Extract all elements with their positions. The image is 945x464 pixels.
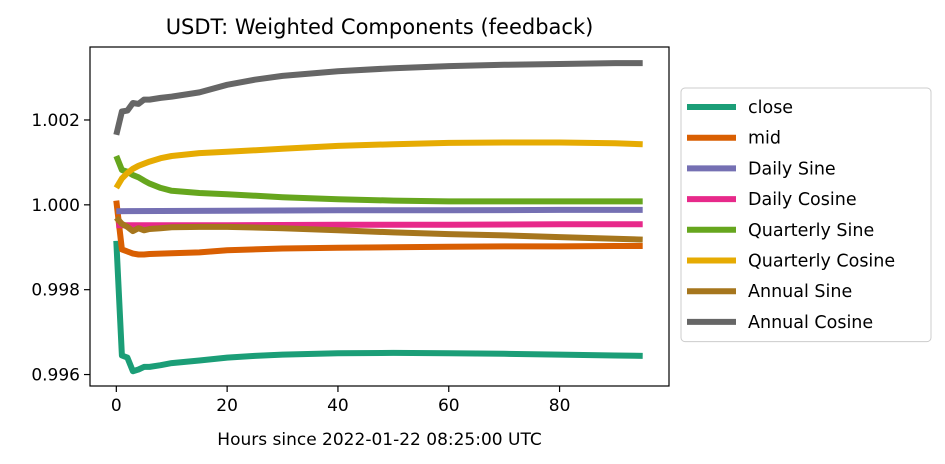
series-line-6 xyxy=(114,215,643,243)
series-line-1 xyxy=(113,200,643,258)
y-tick-label: 0.998 xyxy=(31,281,80,301)
x-axis-label: Hours since 2022-01-22 08:25:00 UTC xyxy=(217,430,541,450)
legend-box xyxy=(680,87,932,343)
x-tick-label: 0 xyxy=(111,396,122,416)
x-tick-label: 60 xyxy=(438,396,460,416)
y-axis: 0.996 0.998 1.000 1.002 xyxy=(31,111,90,386)
legend-label-3: Daily Cosine xyxy=(748,190,857,210)
x-tick-label: 80 xyxy=(549,396,571,416)
legend: close mid Daily Sine Daily Cosine Quarterly … xyxy=(680,87,932,343)
chart-title: USDT: Weighted Components (feedback) xyxy=(166,15,594,39)
x-tick-label: 20 xyxy=(216,396,238,416)
legend-label-6: Annual Sine xyxy=(748,282,852,302)
series-line-0 xyxy=(113,240,643,375)
series-line-5 xyxy=(113,139,643,190)
legend-label-7: Annual Cosine xyxy=(748,313,873,333)
series-line-4 xyxy=(113,154,643,205)
y-tick-label: 1.000 xyxy=(31,196,80,216)
y-tick-label: 0.996 xyxy=(31,366,80,386)
series-line-7 xyxy=(113,60,643,136)
x-axis: 0 20 40 60 80 xyxy=(111,386,570,416)
series-line-2 xyxy=(116,206,643,215)
legend-label-1: mid xyxy=(748,129,781,149)
legend-label-0: close xyxy=(748,98,793,118)
legend-label-2: Daily Sine xyxy=(748,159,836,179)
series-layer xyxy=(113,60,643,375)
x-tick-label: 40 xyxy=(327,396,349,416)
legend-label-4: Quarterly Sine xyxy=(748,221,874,241)
plot-area-frame xyxy=(89,46,670,387)
legend-label-5: Quarterly Cosine xyxy=(748,252,895,272)
y-tick-label: 1.002 xyxy=(31,111,80,131)
